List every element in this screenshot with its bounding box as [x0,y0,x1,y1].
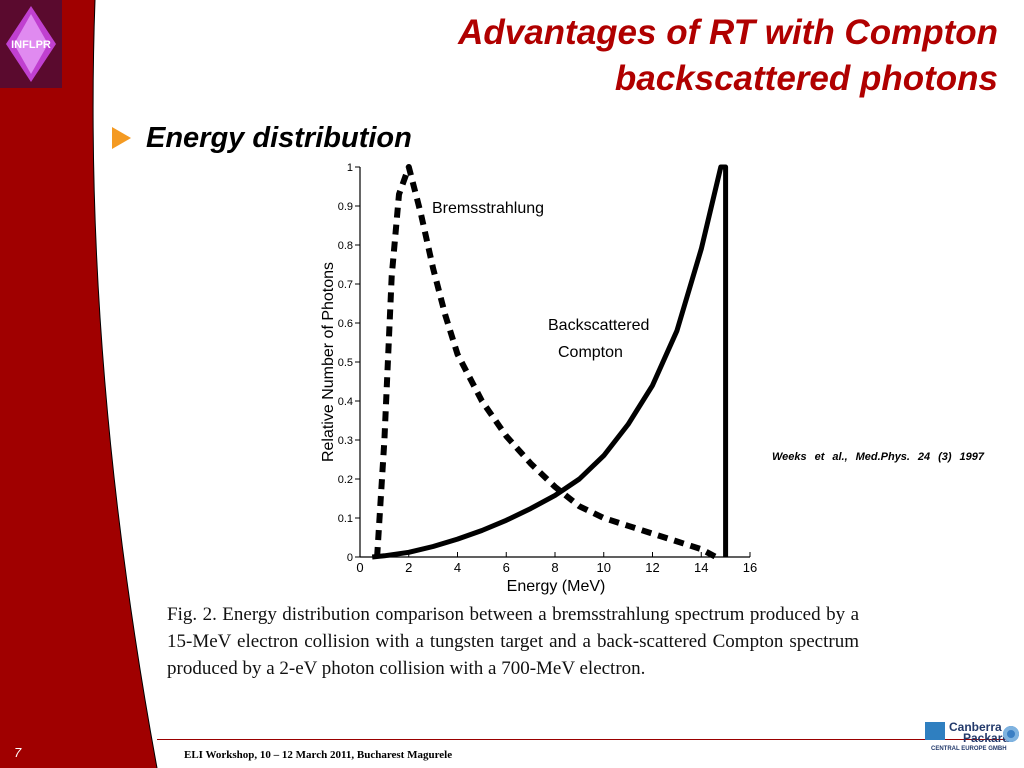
x-tick-label: 14 [694,560,708,575]
series-label-compton-line-2: Compton [558,344,623,361]
title-line-1: Advantages of RT with Compton [458,13,998,52]
x-tick-label: 4 [454,560,461,575]
x-tick-label: 2 [405,560,412,575]
y-ticks: 0 0.1 0.2 0.3 0.4 0.5 0.6 0.7 0.8 0.9 1 [338,162,360,564]
partner-subtitle: CENTRAL EUROPE GMBH [931,746,1007,752]
series-label-bremsstrahlung: Bremsstrahlung [432,200,544,217]
partner-swirl-icon [1003,726,1019,742]
y-tick-label: 0 [347,552,353,564]
y-tick-label: 0.9 [338,201,353,213]
slide-title: Advantages of RT with Compton backscatte… [298,10,998,102]
chart-axes [359,167,750,558]
footer-divider [157,739,1015,740]
bullet-text: Energy distribution [146,121,412,154]
chart-series [371,164,729,560]
x-tick-label: 16 [743,560,757,575]
x-tick-label: 8 [551,560,558,575]
y-tick-label: 0.3 [338,435,353,447]
page-number: 7 [14,745,22,760]
y-tick-label: 0.6 [338,318,353,330]
y-tick-label: 1 [347,162,353,174]
bullet-item: Energy distribution [112,120,412,156]
canberra-packard-logo: Canberra Packard CENTRAL EUROPE GMBH [925,720,1023,764]
series-label-compton-line-1: Backscattered [548,317,649,334]
energy-chart: 0 0.1 0.2 0.3 0.4 0.5 0.6 0.7 0.8 0.9 1 0 2 4 6 8 10 12 1… [310,145,770,600]
y-axis-label: Relative Number of Photons [320,262,337,462]
logo-text: INFLPR [11,39,51,51]
citation: Weeks et al., Med.Phys. 24 (3) 1997 [772,451,984,463]
x-tick-label: 12 [645,560,659,575]
x-tick-label: 6 [503,560,510,575]
y-tick-label: 0.8 [338,240,353,252]
y-tick-label: 0.7 [338,279,353,291]
y-tick-label: 0.1 [338,513,353,525]
partner-name-line-1: Canberra [949,720,1002,734]
y-tick-label: 0.4 [338,396,353,408]
series-line-compton [371,164,729,560]
title-line-2: backscattered photons [614,59,998,98]
x-ticks: 0 2 4 6 8 10 12 14 16 [356,552,757,575]
x-tick-label: 0 [356,560,363,575]
partner-mark-icon [925,722,945,740]
y-tick-label: 0.2 [338,474,353,486]
figure-caption: Fig. 2. Energy distribution comparison b… [167,604,859,679]
footer-text: ELI Workshop, 10 – 12 March 2011, Buchar… [184,749,453,761]
inflpr-logo: INFLPR [0,0,62,88]
partner-name-line-2: Packard [963,731,1010,745]
x-tick-label: 10 [597,560,611,575]
triangle-bullet-icon [112,127,131,149]
y-tick-label: 0.5 [338,357,353,369]
x-axis-label: Energy (MeV) [507,578,606,595]
series-line-bremsstrahlung [374,164,718,560]
